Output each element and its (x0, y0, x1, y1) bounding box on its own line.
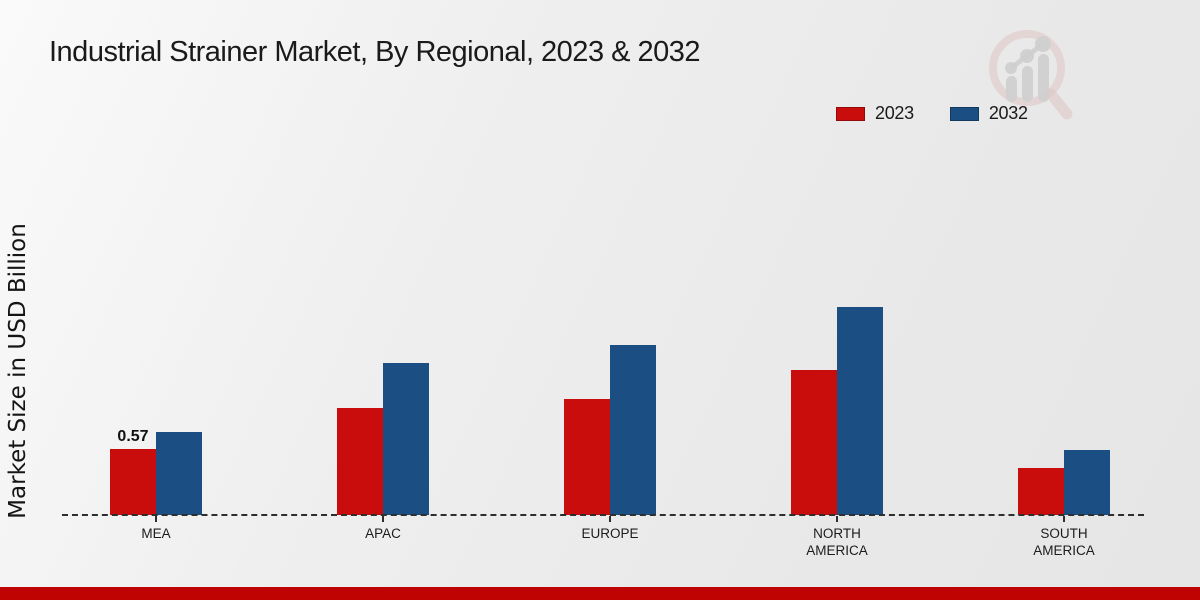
legend-item-2023: 2023 (836, 103, 914, 124)
x-axis-baseline (62, 514, 1144, 516)
bar-2032-mea (156, 431, 202, 515)
legend-swatch (949, 106, 979, 121)
axis-tick (609, 516, 611, 522)
chart-title: Industrial Strainer Market, By Regional,… (49, 36, 701, 68)
axis-tick (155, 516, 157, 522)
bar-value-label: 0.57 (117, 427, 149, 445)
bar-2032-north-america (837, 306, 883, 515)
legend-swatch (836, 106, 865, 121)
bar-2023-europe (564, 399, 610, 515)
legend-label: 2032 (988, 103, 1028, 123)
magnifier-chart-logo-icon (989, 30, 1073, 120)
category-label: NORTH AMERICA (806, 526, 868, 558)
category-label: EUROPE (581, 526, 639, 541)
bar-2023-north-america (791, 370, 837, 515)
legend: 2023 2032 (836, 103, 1028, 124)
bar-2023-apac (337, 408, 383, 515)
axis-tick (1063, 516, 1065, 522)
category-label: APAC (365, 526, 401, 541)
legend-label: 2023 (875, 103, 914, 123)
bar-2032-europe (610, 344, 656, 515)
axis-tick (836, 516, 838, 522)
legend-item-2032: 2032 (949, 103, 1028, 124)
bar-2032-apac (383, 363, 429, 515)
y-axis-label: Market Size in USD Billion (5, 223, 31, 519)
bar-2023-mea (110, 448, 156, 515)
bar-2023-south-america (1018, 467, 1064, 515)
footer-accent-bar (0, 587, 1200, 600)
category-label: MEA (141, 526, 171, 541)
bar-2032-south-america (1064, 450, 1110, 515)
category-label: SOUTH AMERICA (1033, 526, 1095, 558)
axis-tick (382, 516, 384, 522)
